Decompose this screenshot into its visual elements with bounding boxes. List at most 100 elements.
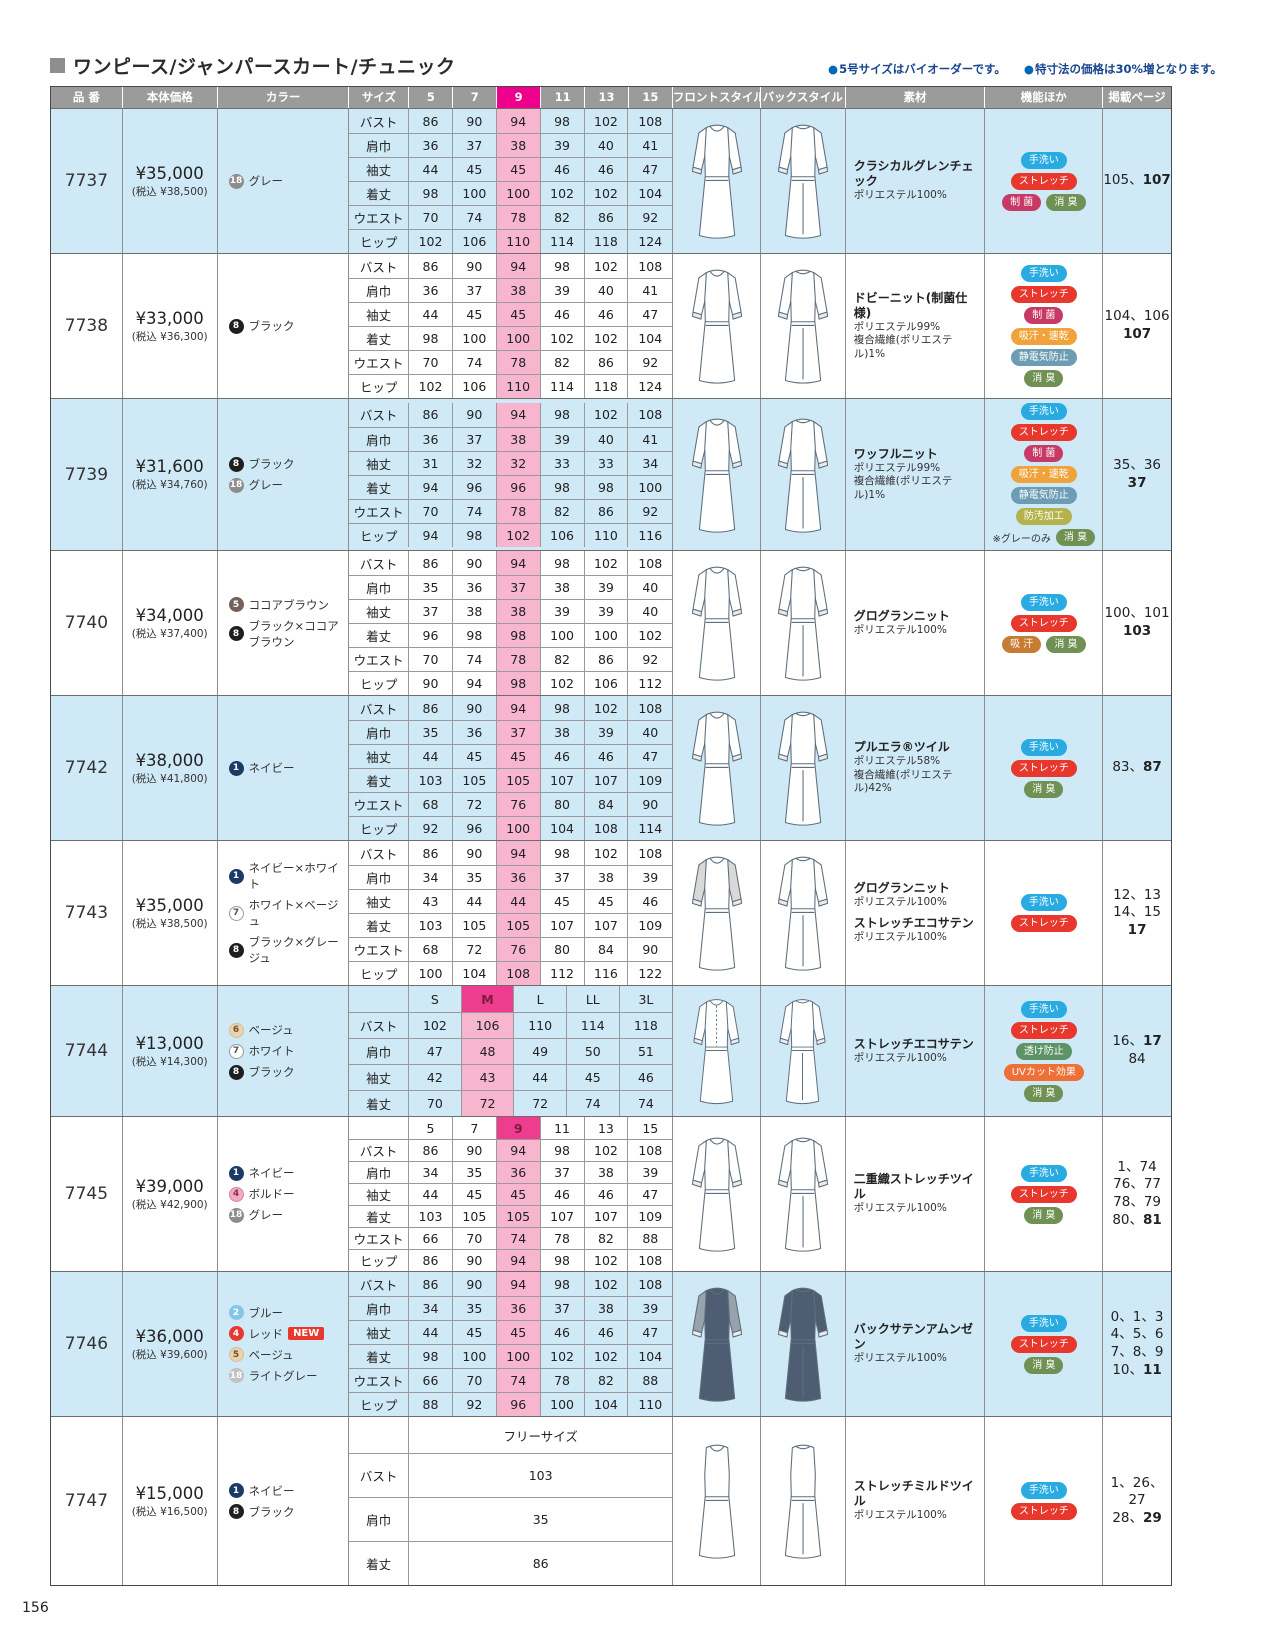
measure-value-cell: 45	[452, 157, 497, 181]
color-label: グレー	[248, 174, 284, 188]
measure-value-cell: 90	[453, 109, 497, 133]
material-composition: 複合繊維(ポリエステル)1%	[853, 334, 953, 360]
size-header-label	[349, 986, 410, 1012]
measure-value-cell: 103	[409, 768, 453, 792]
size-grid-row: ヒップ 86 90 94 98 102 108	[349, 1249, 673, 1271]
size-grid-row: 肩巾 35 36 37 38 39 40	[349, 720, 673, 744]
product-price: ¥35,000 (税込 ¥38,500)	[123, 109, 218, 253]
measure-value-cell: 98	[540, 1139, 585, 1161]
measure-label: 着丈	[349, 623, 410, 647]
front-style-illustration	[691, 1137, 742, 1252]
color-swatch: 8	[228, 626, 244, 641]
color-item: 8 ブラック×ココアブラウン	[228, 618, 349, 650]
measure-value-cell: 45	[496, 1320, 541, 1344]
measure-label: 肩巾	[349, 720, 410, 744]
function-note: ※グレーのみ	[992, 534, 1051, 545]
measure-value-cell: 90	[453, 696, 497, 720]
price-tax: (税込 ¥16,500)	[131, 1505, 208, 1518]
measure-value-cell: 114	[540, 229, 585, 253]
function-badge: 吸汗・速乾	[1010, 328, 1077, 345]
price-main: ¥31,600	[135, 457, 204, 476]
material-name: プルエラ®ツイル	[853, 740, 950, 755]
product-no: 7747	[51, 1417, 123, 1585]
measure-value-cell: 106	[452, 229, 497, 253]
function-badge: 手洗い	[1020, 593, 1067, 611]
material-cell: グログランニット ポリエステル100%	[846, 551, 986, 695]
measure-value-cell: 100	[496, 326, 541, 350]
measure-value-cell: 90	[628, 937, 673, 961]
measure-value-cell: 36	[452, 575, 497, 599]
measure-value-cell: 72	[514, 1090, 567, 1116]
measure-value-cell: 38	[496, 426, 541, 451]
measure-value-cell: 46	[584, 1320, 629, 1344]
measure-value-cell: 86	[409, 696, 453, 720]
color-item: 5 ココアブラウン	[228, 597, 329, 613]
measure-value-cell: 102	[584, 326, 629, 350]
measure-value-cell: 37	[452, 278, 497, 302]
page-header: ワンピース/ジャンパースカート/チュニック ●5号サイズはバイオーダーです。 ●…	[50, 52, 1222, 79]
spec-table: 品 番本体価格 カラー サイズ 5 7 9 11 13 15 フロントスタイル バックスタイル 素材機…	[50, 86, 1172, 1586]
measure-value-cell: 46	[584, 302, 629, 326]
pages-line: 76、77	[1113, 1176, 1161, 1193]
size-grid: バスト 86 90 94 98 102 108 肩巾 34 35 36 37 38 39 袖丈 44 45 45 4…	[349, 1272, 674, 1416]
measure-value-cell: 108	[584, 816, 629, 840]
size-grid-row: ヒップ 102 106 110 114 118 124	[349, 229, 673, 253]
measure-label: バスト	[349, 254, 410, 278]
measure-value-cell: 107	[540, 768, 585, 792]
measure-label: ウエスト	[349, 792, 410, 816]
measure-value-cell: 86	[409, 109, 453, 133]
measure-value-cell: 88	[628, 1227, 673, 1249]
function-badges: 手洗い ストレッチ	[985, 890, 1102, 936]
column-header: 品 番	[51, 87, 123, 108]
function-badges: 手洗い ストレッチ 透け防止 UVカット効果消 臭	[985, 997, 1102, 1106]
size-header-cell: 9	[496, 1117, 541, 1139]
size-grid-row: ヒップ 102 106 110 114 118 124	[349, 374, 673, 398]
measure-value-cell: 104	[540, 816, 585, 840]
measure-label: 肩巾	[349, 1497, 410, 1541]
measure-value-cell: 105	[496, 768, 541, 792]
size-grid-row: ヒップ 90 94 98 102 106 112	[349, 671, 673, 695]
product-colors: 8 ブラック	[218, 254, 350, 398]
measure-value-cell: 98	[452, 623, 497, 647]
function-badge: 手洗い	[1020, 265, 1067, 282]
function-badge: ストレッチ	[1010, 614, 1077, 632]
measure-value-cell: 40	[628, 599, 673, 623]
size-grid: バスト 86 90 94 98 102 108 肩巾 36 37 38 39 40 41 袖丈 31 32 32 3…	[349, 399, 674, 550]
product-price: ¥36,000 (税込 ¥39,600)	[123, 1272, 218, 1416]
column-header: フロントスタイル	[673, 87, 761, 108]
measure-value-cell: 98	[541, 696, 585, 720]
color-swatch: 1	[228, 760, 244, 776]
pages-cell: 0、1、3 4、5、6 7、8、9 10、11	[1103, 1272, 1171, 1416]
measure-value-cell: 114	[628, 816, 673, 840]
size-grid: 5 7 9 11 13 15 バスト 86 90 94 98 102 108 肩巾 34 35 36 37 38 39…	[349, 1117, 674, 1271]
size-grid-row: ウエスト 70 74 78 82 86 92	[349, 498, 673, 523]
measure-value-cell: 68	[409, 792, 453, 816]
measure-label: ヒップ	[349, 522, 410, 547]
measure-value-cell: 76	[496, 792, 541, 816]
measure-value-cell: 45	[496, 302, 541, 326]
size-grid: フリーサイズ バスト 103 肩巾 35 着丈 86	[349, 1417, 674, 1585]
size-grid-row: 着丈 96 98 98 100 100 102	[349, 623, 673, 647]
color-item: 6 ベージュ	[228, 1022, 294, 1038]
measure-value-cell: 104	[628, 181, 673, 205]
measure-value-cell: 110	[496, 229, 541, 253]
color-label: ネイビー	[248, 1483, 295, 1498]
product-colors: 1 ネイビー	[218, 696, 350, 840]
function-badge: ストレッチ	[1010, 286, 1077, 303]
color-item: 1 ネイビー×ホワイト	[228, 860, 349, 892]
color-label: ブラック	[248, 319, 295, 333]
function-badges: 手洗い ストレッチ制 菌吸汗・速乾 静電気防止 防汚加工 ※グレーのみ消 臭	[985, 399, 1102, 550]
size-header-cell: 7	[453, 1117, 497, 1139]
front-style-illustration	[693, 999, 740, 1105]
measure-label: 袖丈	[349, 889, 410, 913]
measure-label: 肩巾	[349, 1038, 410, 1064]
function-badge: ストレッチ	[1010, 1503, 1077, 1520]
price-tax: (税込 ¥38,500)	[131, 185, 208, 198]
front-style-cell	[673, 841, 762, 985]
measure-value-cell: 114	[566, 1012, 620, 1038]
measure-value-cell: 112	[628, 671, 673, 695]
material-composition: ポリエステル100%	[853, 896, 947, 909]
measure-value-cell: 84	[584, 792, 629, 816]
product-price: ¥13,000 (税込 ¥14,300)	[123, 986, 218, 1116]
function-badge: 消 臭	[1046, 635, 1086, 653]
